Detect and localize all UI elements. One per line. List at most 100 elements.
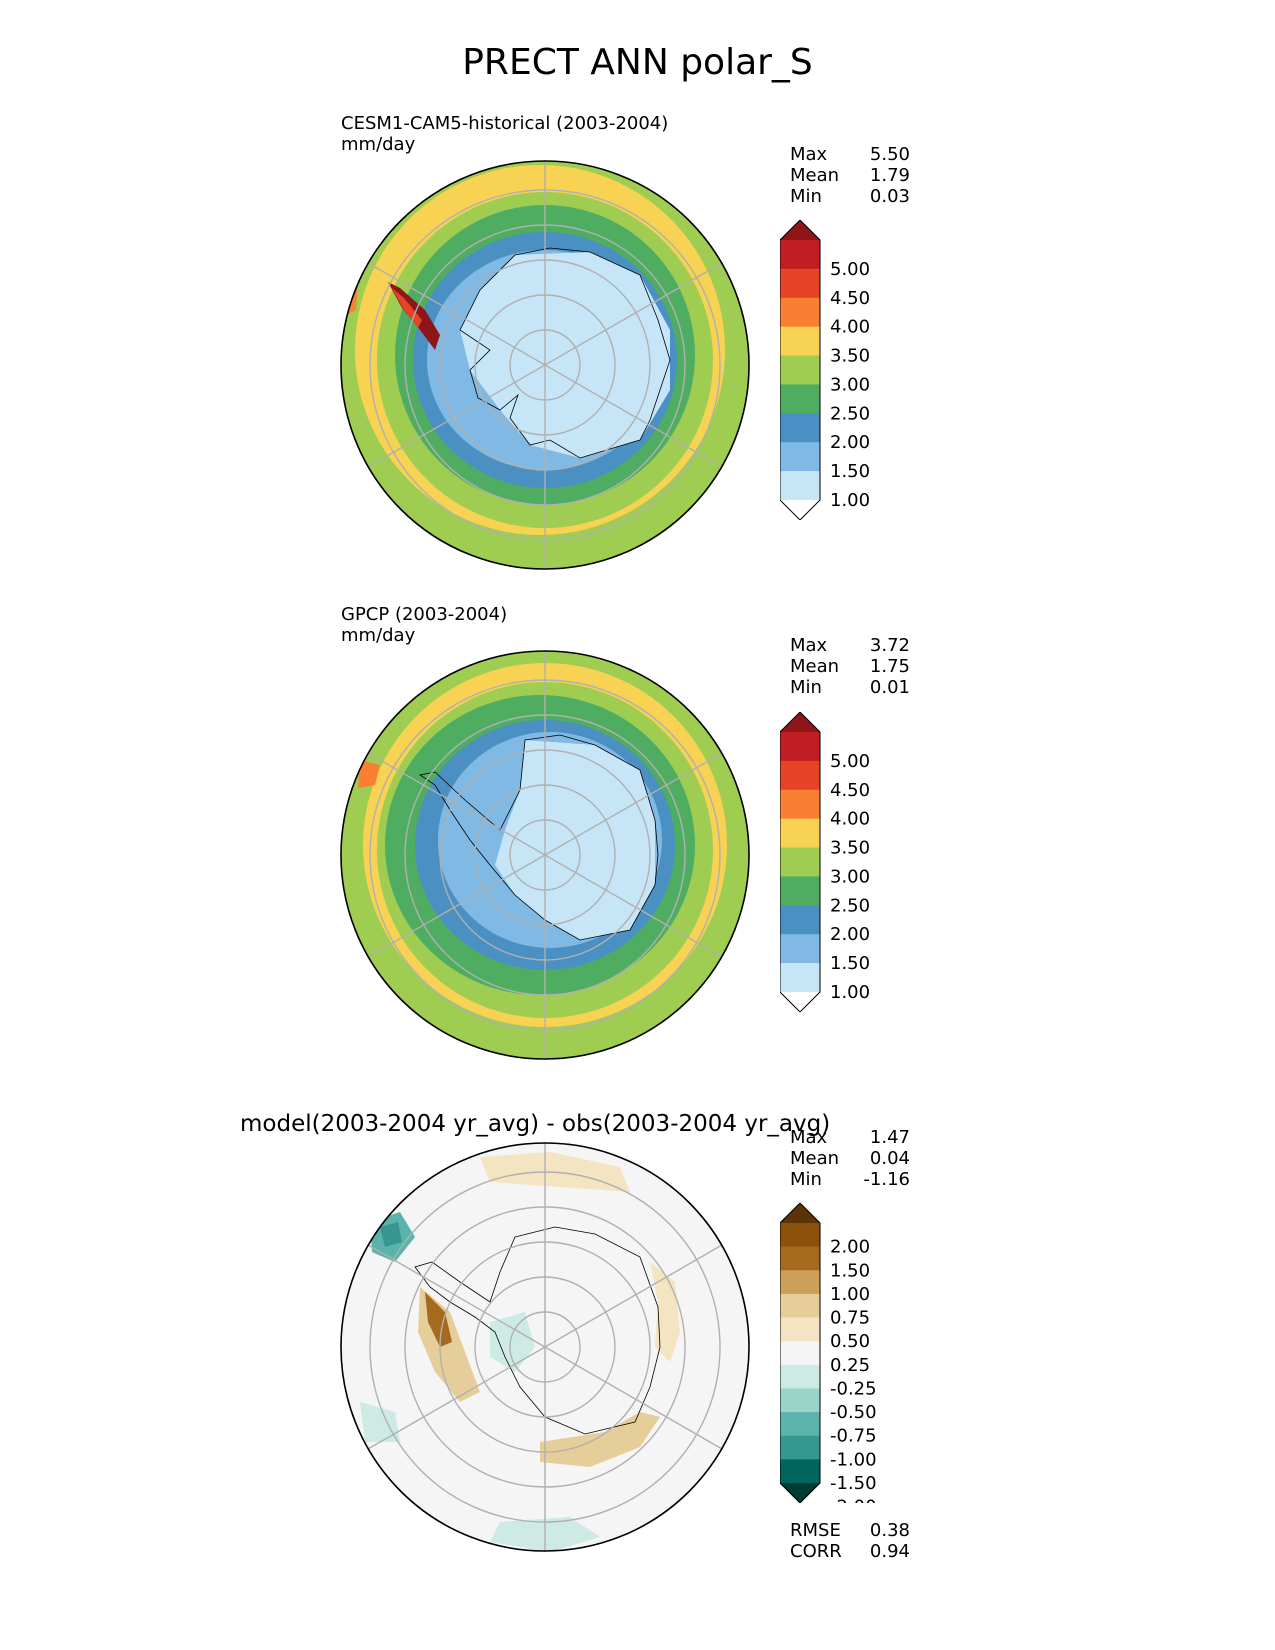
colorbar-segment (780, 1341, 820, 1366)
colorbar-segment (780, 355, 820, 385)
field-pos-small (650, 1262, 680, 1362)
colorbar-tick-label: 4.00 (830, 317, 870, 338)
colorbar-segment (780, 442, 820, 472)
stat-value: 0.03 (869, 186, 910, 207)
colorbar-tick-label: 0.50 (830, 1011, 870, 1012)
stat-label: Max (790, 144, 828, 165)
lat-lon-grid (367, 1142, 723, 1552)
panel-1-units: mm/day (341, 134, 416, 155)
colorbar-tick-label: 3.50 (830, 346, 870, 367)
field-pos-large (425, 1292, 452, 1347)
figure-title: PRECT ANN polar_S (462, 42, 813, 83)
colorbar-segment (780, 876, 820, 906)
colorbar-tick-label: 3.00 (830, 866, 870, 887)
field-pos-medium (540, 1412, 660, 1467)
panel-2-map (340, 650, 750, 1060)
colorbar-tick-label: 2.00 (830, 924, 870, 945)
colorbar-segment (780, 1388, 820, 1413)
field-peninsula-core (392, 288, 422, 328)
colorbar-tick-label: 2.50 (830, 403, 870, 424)
colorbar-segment (780, 297, 820, 327)
colorbar-tick-label: 1.50 (830, 461, 870, 482)
colorbar-extend-max (780, 712, 820, 732)
colorbar-segment (780, 963, 820, 993)
colorbar-tick-label: 2.00 (830, 1237, 870, 1258)
stat-label: Mean (790, 1148, 840, 1169)
panel-3-field (341, 1143, 749, 1551)
colorbar-tick-label: 4.50 (830, 780, 870, 801)
panel-3-map (340, 1142, 750, 1552)
metric-label: RMSE (790, 1520, 841, 1541)
stat-label: Mean (790, 165, 840, 186)
stat-value: 1.47 (869, 1127, 910, 1148)
map-boundary (340, 650, 750, 1060)
panel-2-title: GPCP (2003-2004) (341, 604, 508, 625)
colorbar-outline (780, 712, 821, 1012)
colorbar-tick-label: 1.00 (830, 1284, 870, 1305)
colorbar-segment (780, 1459, 820, 1484)
antarctica-coastline (414, 1226, 661, 1435)
panel-1-title: CESM1-CAM5-historical (2003-2004) (341, 113, 669, 134)
stat-value: 1.79 (869, 165, 910, 186)
colorbar-extend-max (780, 1203, 820, 1223)
colorbar-tick-label: 0.25 (830, 1355, 870, 1376)
colorbar-segment (780, 384, 820, 414)
map-boundary (340, 1142, 750, 1552)
colorbar-tick-label: 0.50 (830, 519, 870, 520)
stat-value: 5.50 (869, 144, 910, 165)
colorbar-segment (780, 413, 820, 443)
colorbar-tick-label: -0.25 (830, 1378, 877, 1399)
stat-value: 0.04 (869, 1148, 910, 1169)
colorbar-segment (780, 1435, 820, 1460)
colorbar-tick-label: -0.50 (830, 1402, 877, 1423)
field-neg-large (380, 1222, 402, 1247)
colorbar-tick-label: 4.50 (830, 288, 870, 309)
metric-value: 0.38 (869, 1520, 910, 1541)
field-neg-small (490, 1312, 535, 1372)
colorbar-segment (780, 1293, 820, 1318)
colorbar-tick-label: 4.00 (830, 809, 870, 830)
stat-value: 1.75 (869, 656, 910, 677)
colorbar-extend-min (780, 992, 820, 1012)
colorbar-segment (780, 326, 820, 356)
colorbar-tick-label: -1.50 (830, 1473, 877, 1494)
colorbar-outline (780, 1203, 821, 1503)
colorbar-segment (780, 1246, 820, 1271)
stat-value: -1.16 (863, 1169, 910, 1190)
stat-label: Min (790, 677, 822, 698)
field-neutral (341, 1143, 749, 1551)
colorbar-tick-label: 2.50 (830, 895, 870, 916)
colorbar-extend-min (780, 500, 820, 520)
colorbar-segment (780, 760, 820, 791)
field-rim-orange (358, 760, 380, 788)
stat-label: Min (790, 186, 822, 207)
colorbar-tick-label: 1.50 (830, 953, 870, 974)
colorbar-tick-label: 0.50 (830, 1331, 870, 1352)
colorbar-extend-max (780, 220, 820, 240)
colorbar-outline (780, 220, 821, 520)
metric-value: 0.94 (869, 1541, 910, 1562)
panel-2-colorbar: 5.00 4.50 4.00 3.50 3.00 2.50 2.00 1.50 1.00 0.50 (780, 712, 870, 1012)
antarctica-coastline (459, 247, 671, 459)
colorbar-tick-label: 3.50 (830, 838, 870, 859)
panel-3-title: model(2003-2004 yr_avg) - obs(2003-2004 … (240, 1111, 831, 1137)
colorbar-segment (780, 1317, 820, 1342)
colorbar-segment (780, 1412, 820, 1437)
colorbar-segment (780, 789, 820, 819)
stat-label: Mean (790, 656, 840, 677)
panel-3-colorbar: 2.001.501.000.750.500.25-0.25-0.50-0.75-… (780, 1203, 877, 1503)
colorbar-segment (780, 1223, 820, 1247)
stat-label: Max (790, 635, 828, 656)
colorbar-tick-label: -1.00 (830, 1449, 877, 1470)
lat-lon-grid (367, 160, 723, 570)
colorbar-tick-label: 1.00 (830, 490, 870, 511)
stat-label: Min (790, 1169, 822, 1190)
colorbar-segment (780, 905, 820, 935)
lat-lon-grid (367, 650, 723, 1060)
panel-1-colorbar: 5.00 4.50 4.00 3.50 3.00 2.50 2.00 1.50 1.00 0.50 (780, 220, 870, 520)
map-boundary (340, 160, 750, 570)
colorbar-segment (780, 240, 820, 270)
colorbar-segment (780, 1364, 820, 1389)
colorbar-tick-label: -2.00 (830, 1497, 877, 1503)
colorbar-segment (780, 934, 820, 964)
